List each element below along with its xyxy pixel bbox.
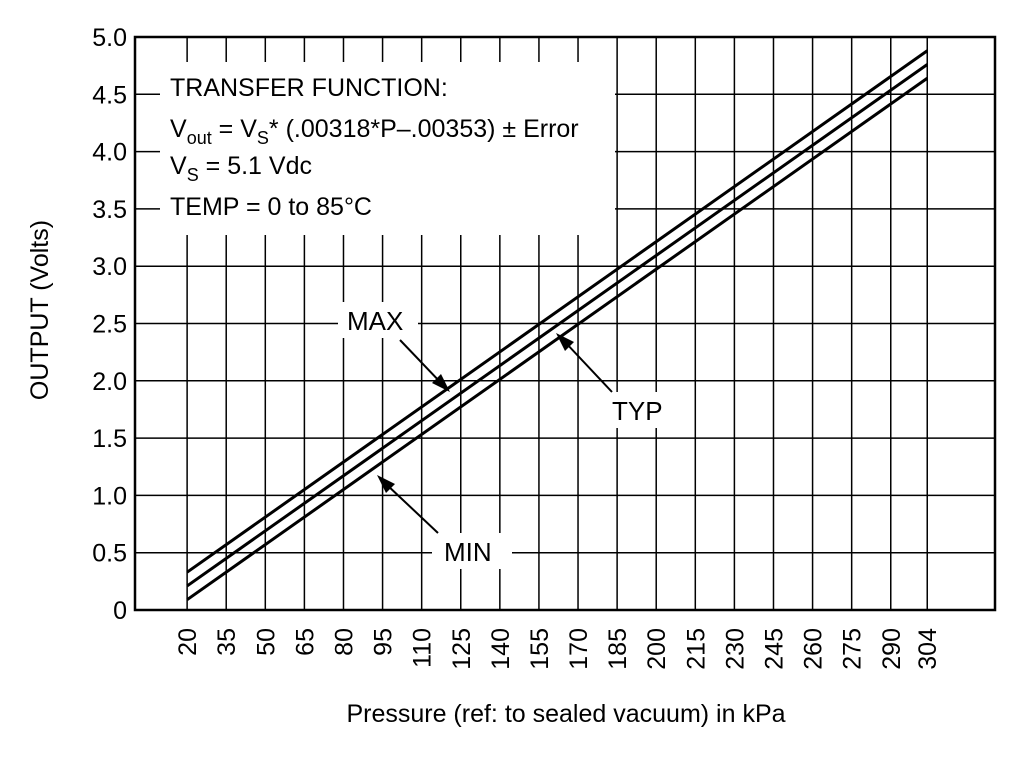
arrow-typ-head	[556, 333, 574, 351]
x-tick-label: 304	[914, 628, 942, 670]
transfer-function-text: TRANSFER FUNCTION: Vout = VS* (.00318*P–…	[170, 74, 579, 221]
x-tick-label: 95	[370, 628, 398, 656]
annotation-title: TRANSFER FUNCTION:	[170, 74, 448, 102]
x-tick-label: 140	[487, 628, 515, 670]
arrow-min-head	[377, 475, 395, 493]
x-tick-label: 230	[721, 628, 749, 670]
series-lines	[186, 49, 929, 601]
series-line-typ	[186, 63, 929, 588]
x-tick-label: 215	[682, 628, 710, 670]
x-tick-label: 155	[526, 628, 554, 670]
y-axis-label: OUTPUT (Volts)	[26, 220, 54, 400]
y-tick-label: 0.5	[92, 540, 127, 568]
arrow-min	[385, 483, 439, 534]
x-tick-label: 260	[800, 628, 828, 670]
arrow-max-head	[432, 374, 450, 392]
label-min: MIN	[444, 537, 492, 567]
x-tick-labels: 20 35 50 65 80 95 110 125 140 155 170 185 200 215 230 2…	[174, 628, 942, 670]
y-tick-label: 4.0	[92, 139, 127, 167]
annotation-temp: TEMP = 0 to 85°C	[170, 193, 372, 221]
x-tick-label: 20	[174, 628, 202, 656]
y-tick-label: 2.5	[92, 311, 127, 339]
leader-arrows	[377, 333, 613, 534]
label-typ: TYP	[612, 396, 663, 426]
x-tick-label: 200	[643, 628, 671, 670]
y-tick-label: 3.0	[92, 253, 127, 281]
plot-frame	[133, 35, 997, 612]
series-line-max	[186, 49, 929, 574]
x-tick-label: 185	[604, 628, 632, 670]
x-tick-label: 50	[252, 628, 280, 656]
y-tick-label: 1.5	[92, 425, 127, 453]
y-tick-label: 0	[113, 597, 127, 625]
x-tick-label: 125	[448, 628, 476, 670]
annotation-vs: VS = 5.1 Vdc	[170, 152, 312, 185]
y-tick-label: 4.5	[92, 81, 127, 109]
x-axis-label: Pressure (ref: to sealed vacuum) in kPa	[346, 700, 785, 728]
y-tick-label: 5.0	[92, 24, 127, 52]
y-tick-label: 2.0	[92, 368, 127, 396]
x-tick-label: 80	[330, 628, 358, 656]
arrow-typ	[564, 341, 613, 393]
x-tick-label: 110	[409, 628, 437, 668]
label-max: MAX	[347, 306, 403, 336]
arrow-max	[399, 339, 444, 386]
y-tick-label: 1.0	[92, 482, 127, 510]
annotation-vout: Vout = VS* (.00318*P–.00353) ± Error	[170, 115, 579, 148]
x-tick-label: 65	[291, 628, 319, 656]
series-line-min	[186, 77, 929, 601]
y-tick-labels: 0 0.5 1.0 1.5 2.0 2.5 3.0 3.5 4.0 4.5 5.0	[92, 24, 127, 625]
y-tick-label: 3.5	[92, 196, 127, 224]
x-tick-label: 275	[839, 628, 867, 670]
x-tick-label: 245	[760, 628, 788, 670]
annotation-box	[160, 62, 615, 235]
series-labels: MAX TYP MIN	[338, 302, 685, 569]
x-tick-label: 290	[878, 628, 906, 670]
x-tick-label: 35	[213, 628, 241, 656]
x-tick-label: 170	[565, 628, 593, 670]
